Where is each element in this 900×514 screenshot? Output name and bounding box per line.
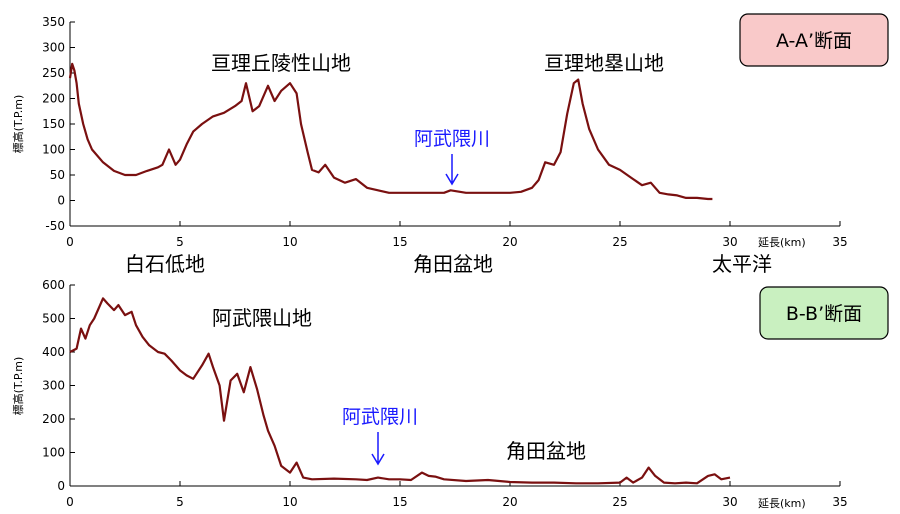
annotation-abukuma-river-b: 阿武隈川 — [342, 406, 418, 428]
annotation-shiroishi-lowland: 白石低地 — [125, 252, 205, 276]
panel-a-x-tick-label: 15 — [392, 235, 407, 249]
panel-a-x-tick-label: 35 — [832, 235, 847, 249]
panel-a-y-tick-label: 200 — [42, 92, 65, 106]
panel-b-y-ticks: 0 100 200 300 400 500 600 — [42, 278, 75, 493]
panel-a-y-tick-label: 150 — [42, 117, 65, 131]
panel-b-x-tick-label: 10 — [282, 495, 297, 509]
panel-b-y-tick-label: 500 — [42, 312, 65, 326]
panel-b-x-tick-label: 5 — [176, 495, 184, 509]
annotation-pacific-ocean: 太平洋 — [712, 252, 772, 276]
panel-b-x-tick-label: 35 — [832, 495, 847, 509]
annotation-kakuda-basin-top: 角田盆地 — [413, 252, 493, 276]
panel-a-x-axis-label: 延長(km) — [758, 236, 806, 249]
panel-b-x-tick-label: 25 — [612, 495, 627, 509]
annotation-watari-horst: 亘理地塁山地 — [544, 51, 664, 75]
annotation-kakuda-basin-bottom: 角田盆地 — [506, 439, 586, 463]
panel-a-y-axis-label: 標高(T.P.m) — [11, 95, 25, 154]
panel-b-y-tick-label: 0 — [57, 479, 65, 493]
panel-b-y-tick-label: 200 — [42, 412, 65, 426]
panel-a-y-tick-label: 250 — [42, 66, 65, 80]
panel-b-y-tick-label: 100 — [42, 446, 65, 460]
panel-a-x-tick-label: 0 — [66, 235, 74, 249]
panel-a-x-tick-label: 25 — [612, 235, 627, 249]
panel-a-y-tick-label: 300 — [42, 41, 65, 55]
panel-a-river-arrow — [445, 154, 459, 186]
panel-b-x-tick-label: 30 — [722, 495, 737, 509]
panel-b-x-axis-label: 延長(km) — [758, 497, 806, 510]
panel-a-y-tick-label: 0 — [57, 194, 65, 208]
panel-b-y-axis-label: 標高(T.P.m) — [11, 357, 25, 416]
panel-a-y-ticks: -50 0 50 100 150 200 250 300 350 — [42, 15, 75, 233]
panel-b-x-tick-label: 20 — [502, 495, 517, 509]
panel-b-x-tick-label: 15 — [392, 495, 407, 509]
panel-a-badge: A-A’断面 — [739, 13, 889, 67]
annotation-abukuma-mountains: 阿武隈山地 — [212, 306, 312, 330]
panel-b-profile-line — [69, 297, 731, 485]
panel-a-x-tick-label: 30 — [722, 235, 737, 249]
annotation-watari-hills: 亘理丘陵性山地 — [211, 51, 351, 75]
panel-b-y-tick-label: 300 — [42, 379, 65, 393]
panel-b-badge: B-B’断面 — [759, 286, 889, 340]
panel-b-section: 0 100 200 300 400 500 600 0 5 10 15 20 25 30 35 標高(T.… — [11, 278, 889, 510]
panel-a-x-tick-label: 10 — [282, 235, 297, 249]
panel-a-y-tick-label: 50 — [50, 168, 65, 182]
panel-a-x-tick-label: 5 — [176, 235, 184, 249]
panel-a-x-ticks: 0 5 10 15 20 25 30 35 — [66, 221, 848, 249]
panel-a-y-tick-label: -50 — [45, 219, 65, 233]
panel-a-y-tick-label: 350 — [42, 15, 65, 29]
panel-b-river-arrow — [371, 432, 385, 466]
panel-b-x-ticks: 0 5 10 15 20 25 30 35 — [66, 481, 848, 509]
panel-a-x-tick-label: 20 — [502, 235, 517, 249]
panel-b-badge-label: B-B’断面 — [786, 303, 862, 325]
panel-b-x-tick-label: 0 — [66, 495, 74, 509]
panel-b-y-tick-label: 600 — [42, 278, 65, 292]
panel-a-y-tick-label: 100 — [42, 143, 65, 157]
panel-a-badge-label: A-A’断面 — [776, 30, 852, 52]
panel-a-profile-line — [68, 62, 713, 201]
annotation-abukuma-river-a: 阿武隈川 — [414, 128, 490, 150]
panel-b-badge-box — [759, 286, 889, 340]
panel-b-y-tick-label: 400 — [42, 345, 65, 359]
panel-a-badge-box — [739, 13, 889, 67]
